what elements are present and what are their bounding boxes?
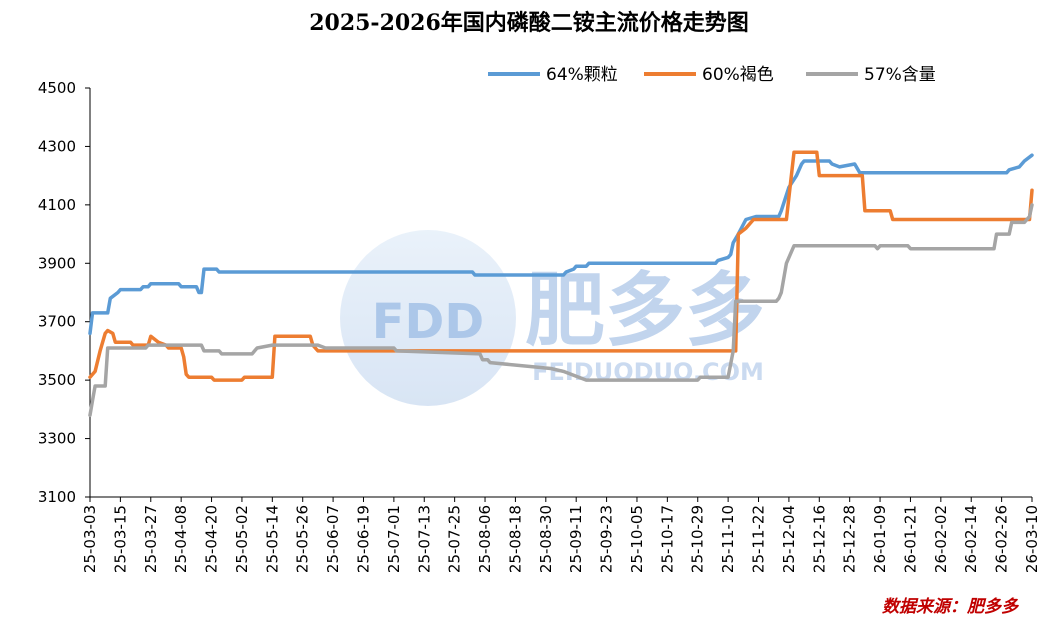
x-tick-label: 25-05-26: [294, 505, 312, 573]
x-tick-label: 25-10-05: [628, 505, 646, 573]
x-tick-label: 25-06-19: [354, 505, 372, 573]
y-tick-label: 3900: [38, 254, 76, 272]
x-tick-label: 26-03-10: [1023, 505, 1041, 573]
x-tick-label: 25-05-02: [233, 505, 251, 573]
x-tick-label: 25-12-16: [810, 505, 828, 573]
x-tick-label: 25-03-27: [142, 505, 160, 573]
chart-title: 2025-2026年国内磷酸二铵主流价格走势图: [309, 10, 749, 36]
x-tick-label: 25-09-11: [567, 505, 585, 573]
series-line-3: [88, 203, 1034, 417]
legend-label-1: 64%颗粒: [546, 65, 618, 85]
x-tick-label: 25-08-18: [506, 505, 524, 573]
legend: 64%颗粒 60%褐色 57%含量: [488, 65, 936, 85]
x-tick-label: 25-08-06: [476, 505, 494, 573]
y-tick-label: 3700: [38, 313, 76, 331]
fdd-watermark-logo: FDD 肥多多 FEIDUODUO.COM: [340, 230, 765, 406]
watermark-logo-text: FDD: [372, 294, 484, 350]
x-tick-label: 25-09-23: [598, 505, 616, 573]
watermark-brand-text: 肥多多: [525, 264, 765, 357]
x-tick-label: 25-07-01: [385, 505, 403, 573]
x-tick-label: 25-08-30: [537, 505, 555, 573]
x-tick-label: 25-04-08: [172, 505, 190, 573]
x-tick-label: 25-04-20: [203, 505, 221, 573]
x-tick-label: 25-03-15: [111, 505, 129, 573]
series-line-1: [88, 153, 1034, 336]
y-tick-label: 3100: [38, 488, 76, 506]
y-tick-label: 4500: [38, 79, 76, 97]
legend-label-3: 57%含量: [864, 65, 936, 85]
y-tick-label: 4300: [38, 137, 76, 155]
x-tick-label: 25-11-22: [750, 505, 768, 573]
x-tick-label: 26-01-21: [901, 505, 919, 573]
series-line-2: [88, 150, 1034, 382]
y-tick-label: 3300: [38, 430, 76, 448]
x-tick-label: 26-02-26: [993, 505, 1011, 573]
y-tick-label: 4100: [38, 196, 76, 214]
source-note: 数据来源：肥多多: [882, 597, 1020, 617]
legend-label-2: 60%褐色: [702, 65, 774, 85]
x-tick-label: 25-07-25: [446, 505, 464, 573]
x-tick-label: 25-11-10: [719, 505, 737, 573]
x-tick-label: 26-02-14: [962, 505, 980, 573]
x-tick-label: 25-10-17: [658, 505, 676, 573]
x-tick-label: 25-06-07: [324, 505, 342, 573]
plot-area: 3100 3300 3500 3700 3900 4100 4300 4500 25-03-03…: [38, 79, 1041, 573]
x-tick-label: 25-10-29: [689, 505, 707, 573]
x-tick-label: 25-12-28: [841, 505, 859, 573]
y-tick-label: 3500: [38, 371, 76, 389]
x-tick-label: 25-03-03: [81, 505, 99, 573]
x-tick-label: 26-02-02: [932, 505, 950, 573]
x-tick-label: 25-05-14: [263, 505, 281, 573]
x-tick-label: 26-01-09: [871, 505, 889, 573]
x-tick-label: 25-12-04: [780, 505, 798, 573]
x-tick-label: 25-07-13: [415, 505, 433, 573]
